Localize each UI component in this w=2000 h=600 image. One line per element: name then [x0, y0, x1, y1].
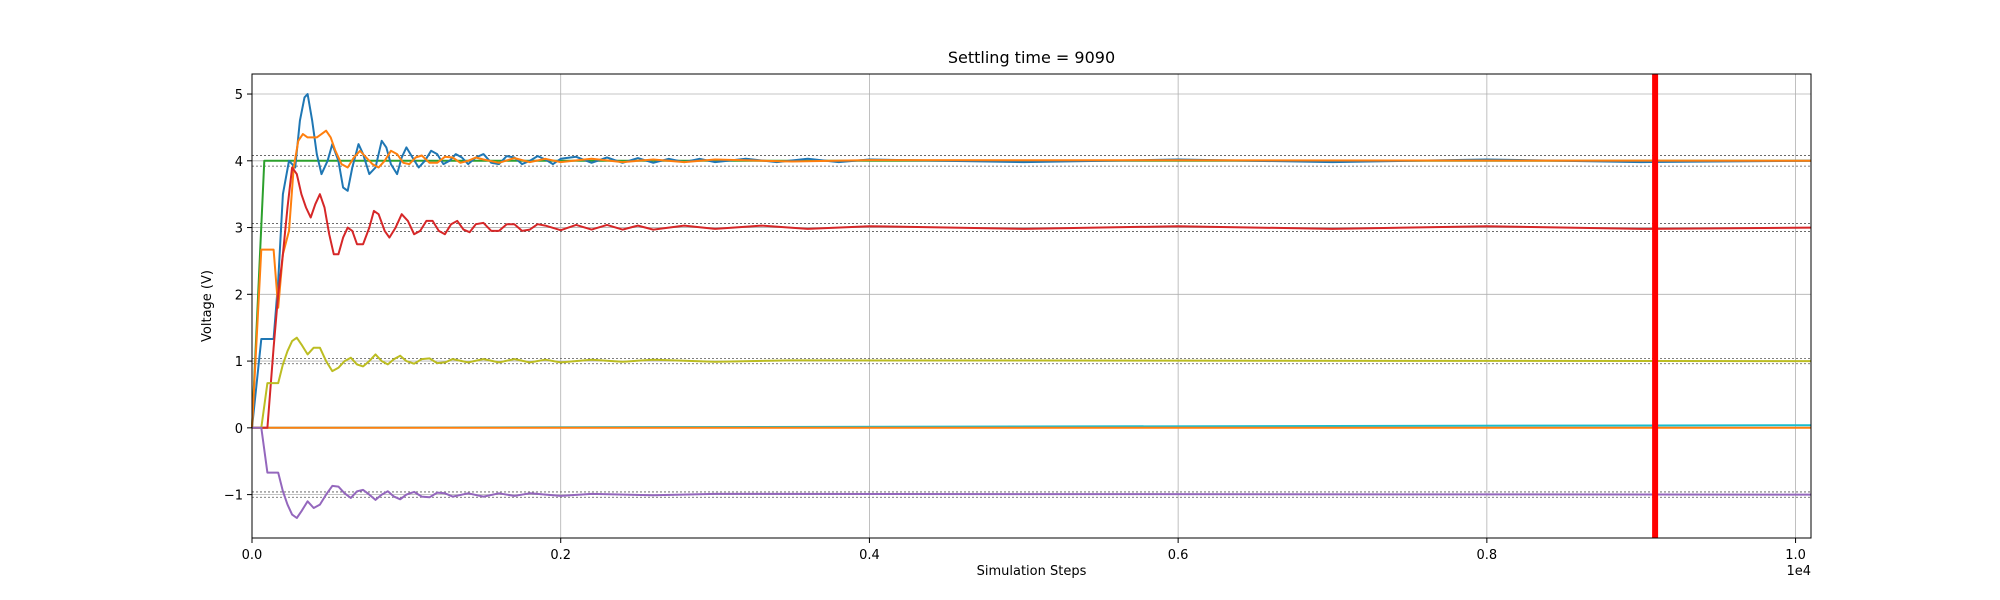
y-tick-label: 1 [235, 355, 243, 370]
series-line [252, 166, 1812, 429]
x-tick-label: 0.8 [1477, 548, 1498, 563]
y-tick-label: 0 [235, 422, 243, 437]
x-offset-text: 1e4 [1786, 564, 1811, 579]
y-tick-label: 3 [235, 222, 243, 237]
y-tick-label: −1 [224, 489, 243, 504]
chart-title: Settling time = 9090 [948, 48, 1115, 67]
y-tick-label: 4 [235, 155, 243, 170]
x-tick-label: 0.0 [242, 548, 263, 563]
x-tick-label: 0.2 [550, 548, 571, 563]
series-line [251, 129, 1812, 428]
y-tick-label: 5 [235, 88, 243, 103]
x-tick-label: 0.6 [1168, 548, 1189, 563]
series-group [251, 93, 1812, 519]
y-axis-label: Voltage (V) [200, 270, 215, 342]
reference-bands [252, 155, 1811, 498]
plot-frame [251, 73, 1812, 539]
series-line [251, 93, 1812, 428]
y-tick-label: 2 [235, 288, 243, 303]
series-line [252, 426, 1812, 519]
grid [251, 74, 1811, 538]
x-axis-label: Simulation Steps [977, 564, 1087, 579]
series-line [252, 336, 1812, 429]
x-tick-label: 0.4 [859, 548, 880, 563]
y-ticks: −1 0 1 2 3 4 5 [224, 88, 252, 504]
x-ticks: 0.0 0.2 0.4 0.6 0.8 1.0 [242, 538, 1806, 563]
x-tick-label: 1.0 [1785, 548, 1806, 563]
